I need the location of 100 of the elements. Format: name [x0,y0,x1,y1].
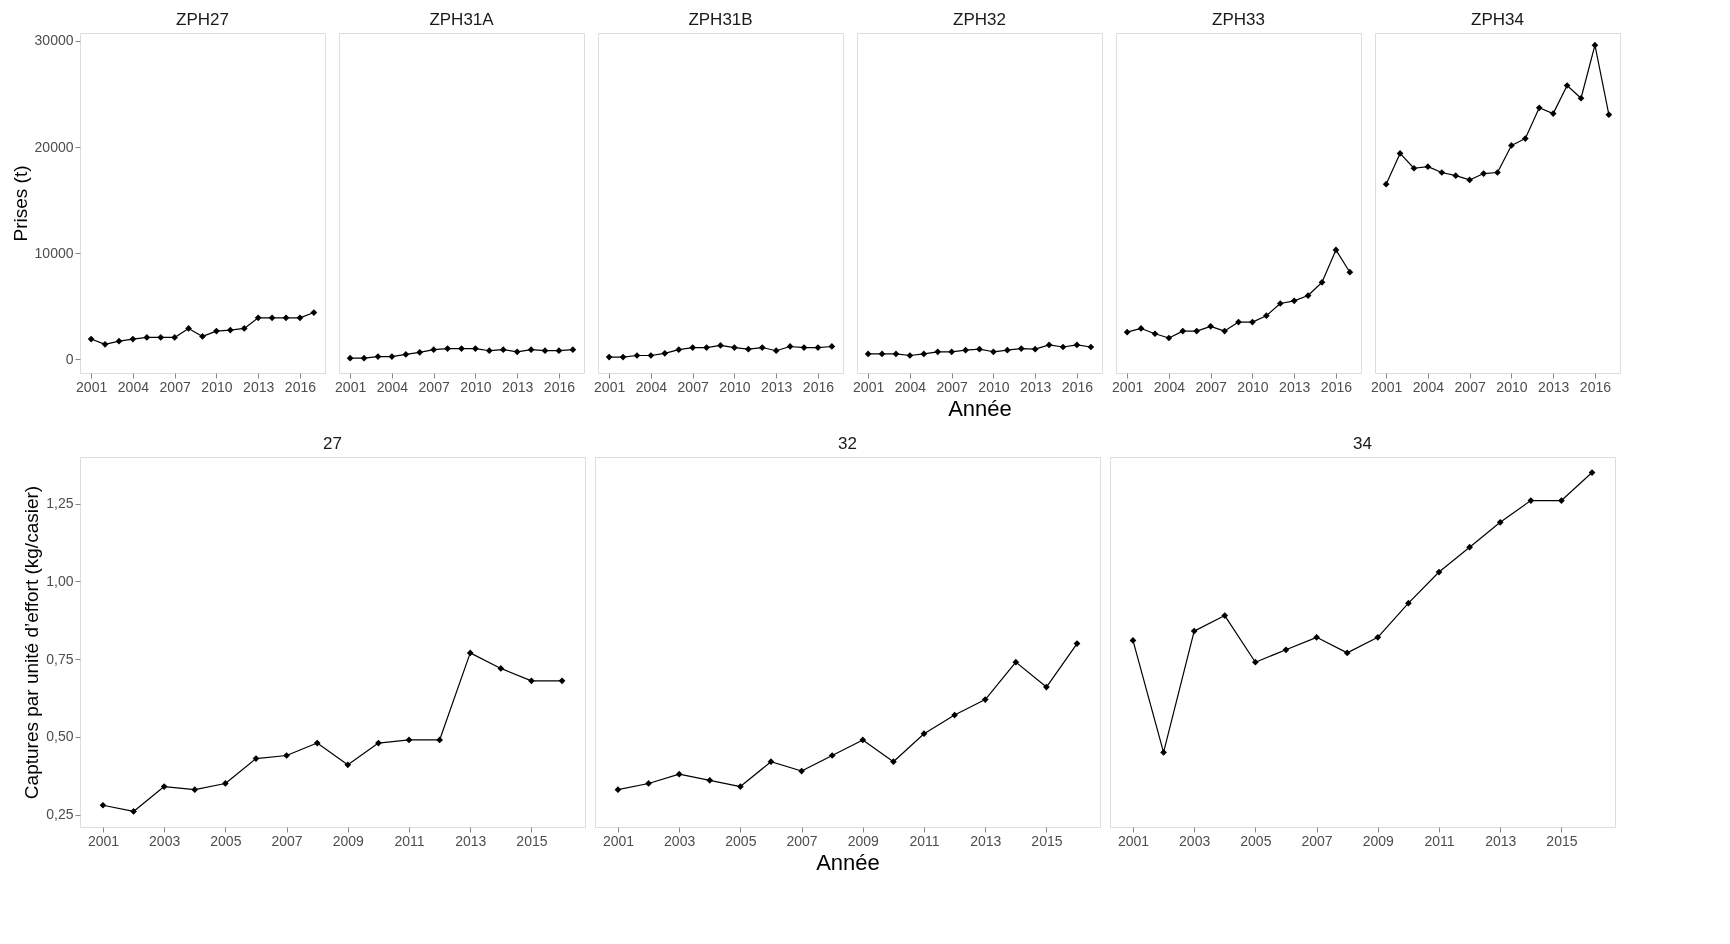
x-tick-label: 2004 [117,378,150,395]
y-tick-label: 0,25 [46,806,74,823]
point [675,770,683,778]
x-tick-label: 2001 [1371,378,1403,395]
point [115,337,123,345]
point [737,783,744,790]
point [1521,135,1529,142]
point [1252,658,1259,666]
point [758,344,766,351]
x-tick-label: 2013 [1485,832,1517,849]
chart-title: ZPH34 [1471,10,1524,29]
point [605,353,613,361]
point [528,677,535,685]
point [920,730,928,738]
point [436,736,443,744]
point [619,353,627,361]
point [499,346,507,354]
point [1160,749,1167,756]
chart-title: 34 [1353,434,1372,453]
point [87,335,95,343]
point [185,325,192,332]
point [130,808,137,815]
x-tick-label: 2004 [1412,378,1445,395]
point [143,334,151,341]
point [458,345,465,352]
x-tick-label: 2013 [970,832,1002,849]
point [864,350,872,358]
x-tick-label: 2007 [1195,378,1227,395]
point [346,354,354,362]
x-tick-label: 2013 [243,378,275,395]
point [1577,94,1585,102]
point [430,346,438,354]
point [310,309,318,316]
point [1193,327,1201,335]
point [1087,343,1095,351]
x-tick-label: 2003 [149,832,181,849]
point [472,345,479,352]
point [222,780,229,787]
y-tick-label: 30000 [34,32,74,49]
point [254,314,262,322]
x-axis-title: Année [948,395,1012,421]
point [199,333,206,340]
point [1012,658,1020,666]
x-tick-label: 2013 [761,378,793,395]
x-tick-label: 2013 [455,832,487,849]
point [1382,180,1390,188]
point [191,786,199,794]
x-tick-label: 2007 [418,378,450,395]
x-tick-label: 2010 [201,378,233,395]
point [129,335,137,343]
point [1591,41,1599,49]
point [1249,318,1256,326]
point [1494,169,1501,176]
chart-title: ZPH32 [953,10,1006,29]
point [767,758,775,766]
y-tick-label: 1,25 [46,495,74,512]
x-tick-label: 2016 [802,378,835,395]
point [157,334,165,341]
point [171,334,179,341]
point [1313,633,1320,641]
point [541,347,549,355]
point [282,314,290,322]
x-tick-label: 2007 [159,378,191,395]
y-tick-label: 0 [65,350,74,367]
point [527,346,535,354]
point [99,801,107,809]
point [675,346,683,354]
point [1059,343,1067,351]
point [1031,345,1039,353]
x-tick-label: 2001 [1117,832,1150,849]
x-tick-label: 2015 [516,832,548,849]
x-tick-label: 2011 [1424,832,1455,849]
point [405,736,413,744]
x-tick-label: 2009 [847,832,880,849]
x-tick-label: 2005 [725,832,757,849]
x-tick-label: 2001 [602,832,635,849]
point [296,314,304,322]
point [1276,300,1284,307]
point [268,314,276,322]
point [1221,612,1229,619]
point [1605,111,1613,119]
x-tick-label: 2004 [1153,378,1186,395]
point [614,786,622,794]
point [416,348,424,356]
point [1017,345,1025,352]
point [283,752,290,759]
chart-title: ZPH27 [176,10,229,29]
point [1466,543,1473,551]
point [402,351,410,358]
x-tick-label: 2015 [1031,832,1063,849]
point [962,346,969,354]
point [1123,328,1131,336]
x-tick-label: 2013 [1279,378,1311,395]
point [1332,246,1340,254]
x-tick-label: 2016 [543,378,576,395]
x-tick-label: 2004 [635,378,668,395]
point [920,350,928,358]
x-tick-label: 2010 [460,378,492,395]
y-axis-title: Captures par unité d’effort (kg/casier) [21,485,43,800]
y-tick-label: 20000 [34,138,74,155]
